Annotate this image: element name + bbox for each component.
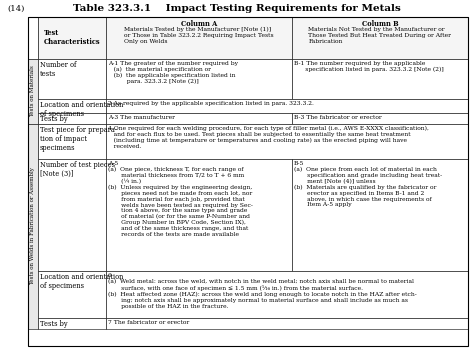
Bar xyxy=(28,17,38,59)
Text: Tests by: Tests by xyxy=(40,115,68,123)
Bar xyxy=(38,59,106,99)
Bar xyxy=(38,17,106,59)
Bar xyxy=(106,271,468,318)
Text: Number of
tests: Number of tests xyxy=(40,61,76,78)
Bar xyxy=(38,159,106,271)
Bar xyxy=(28,59,38,124)
Text: 7 The fabricator or erector: 7 The fabricator or erector xyxy=(108,320,189,325)
Text: Number of test pieces
[Note (3)]: Number of test pieces [Note (3)] xyxy=(40,161,115,178)
Text: B-5
(a)  One piece from each lot of material in each
       specification and gr: B-5 (a) One piece from each lot of mater… xyxy=(294,161,442,207)
Bar xyxy=(106,124,468,159)
Bar xyxy=(28,124,38,329)
Text: Column B: Column B xyxy=(362,20,398,28)
Text: A-5
(a)  One piece, thickness T, for each range of
       material thickness fro: A-5 (a) One piece, thickness T, for each… xyxy=(108,161,253,237)
Bar xyxy=(292,159,468,271)
Text: A-1 The greater of the number required by
   (a)  the material specification or
: A-1 The greater of the number required b… xyxy=(108,61,238,84)
Bar xyxy=(38,124,106,159)
Text: 2 As required by the applicable specification listed in para. 323.3.2.: 2 As required by the applicable specific… xyxy=(108,101,314,106)
Text: Location and orientation
of specimens: Location and orientation of specimens xyxy=(40,273,123,290)
Text: Tests on Welds in Fabrication or Assembly: Tests on Welds in Fabrication or Assembl… xyxy=(30,167,36,285)
Text: Materials Tested by the Manufacturer [Note (1)]
or Those in Table 323.2.2 Requir: Materials Tested by the Manufacturer [No… xyxy=(124,27,274,44)
Text: 4 One required for each welding procedure, for each type of filler metal (i.e., : 4 One required for each welding procedur… xyxy=(108,126,429,149)
Bar xyxy=(106,99,468,113)
Bar xyxy=(106,59,292,99)
Text: B-1 The number required by the applicable
      specification listed in para. 32: B-1 The number required by the applicabl… xyxy=(294,61,444,72)
Bar xyxy=(106,17,292,59)
Bar xyxy=(292,17,468,59)
Bar xyxy=(38,318,106,329)
Text: Tests by: Tests by xyxy=(40,320,68,328)
Text: Test
Characteristics: Test Characteristics xyxy=(44,29,100,46)
Bar xyxy=(38,113,106,124)
Bar xyxy=(106,113,292,124)
Text: Table 323.3.1    Impact Testing Requirements for Metals: Table 323.3.1 Impact Testing Requirement… xyxy=(73,4,401,13)
Text: 6
(a)  Weld metal: across the weld, with notch in the weld metal; notch axis sha: 6 (a) Weld metal: across the weld, with … xyxy=(108,273,417,309)
Bar xyxy=(106,318,468,329)
Bar xyxy=(38,99,106,113)
Text: Test piece for prepara-
tion of impact
specimens: Test piece for prepara- tion of impact s… xyxy=(40,126,117,153)
Bar xyxy=(292,59,468,99)
Text: A-3 The manufacturer: A-3 The manufacturer xyxy=(108,115,175,120)
Bar xyxy=(292,113,468,124)
Bar xyxy=(106,159,292,271)
Text: (14): (14) xyxy=(7,5,24,13)
Text: Materials Not Tested by the Manufacturer or
Those Tested But Heat Treated During: Materials Not Tested by the Manufacturer… xyxy=(309,27,452,44)
Text: B-3 The fabricator or erector: B-3 The fabricator or erector xyxy=(294,115,382,120)
Bar xyxy=(38,271,106,318)
Text: Tests on Materials: Tests on Materials xyxy=(30,65,36,118)
Text: Location and orientation
of specimens: Location and orientation of specimens xyxy=(40,101,123,118)
Text: Column A: Column A xyxy=(181,20,217,28)
